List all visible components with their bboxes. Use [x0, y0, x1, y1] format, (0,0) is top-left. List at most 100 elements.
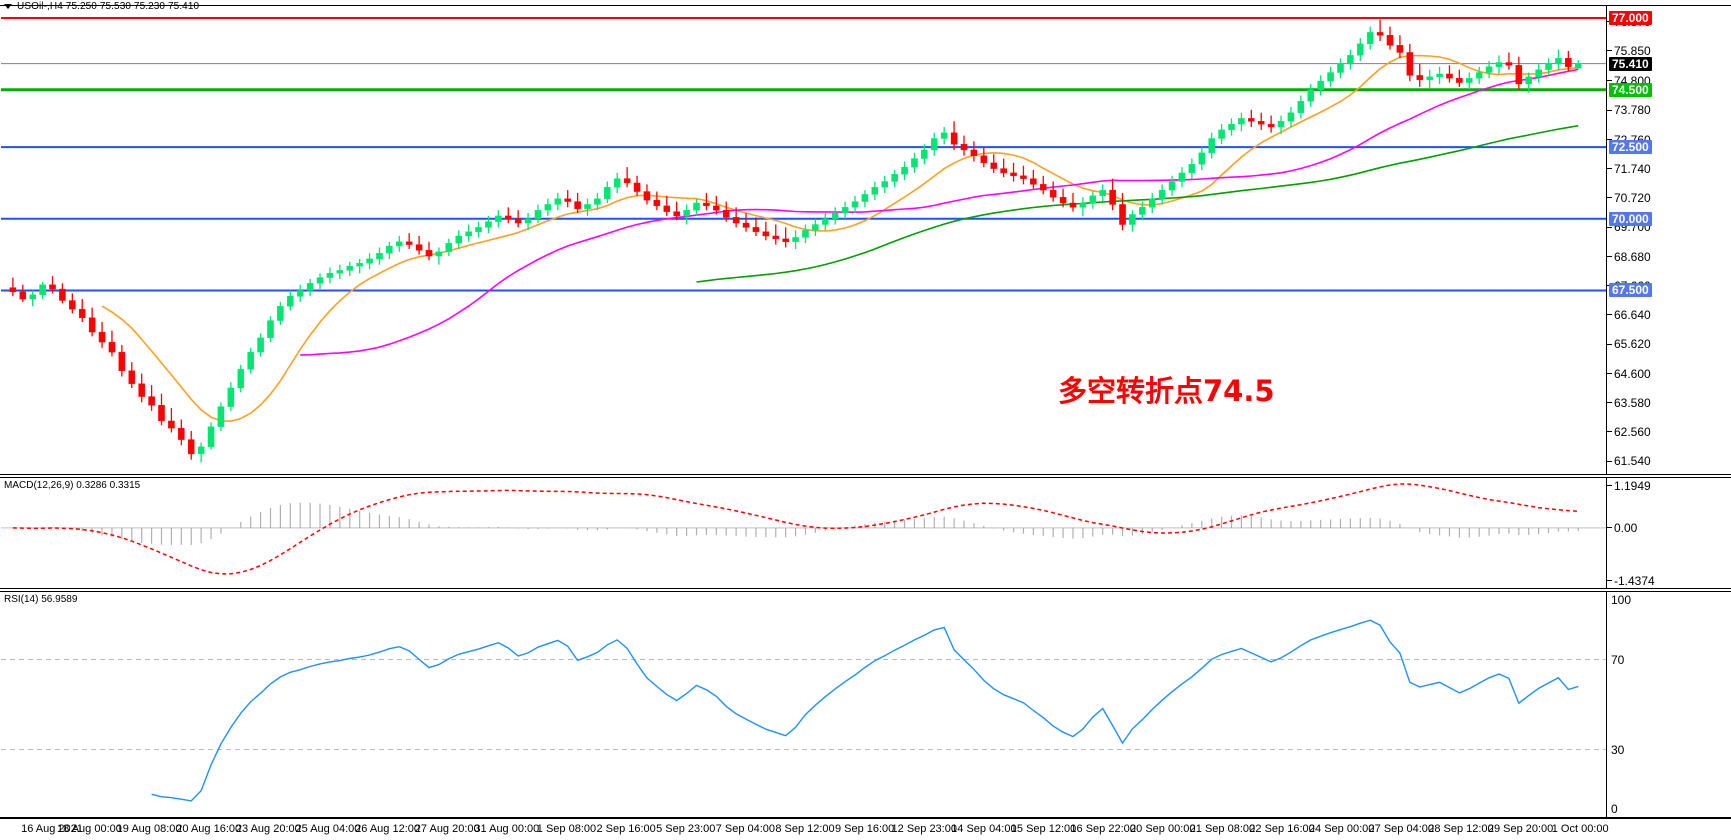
candle-body — [1475, 72, 1483, 79]
candle-body — [257, 337, 264, 353]
candle-body — [802, 230, 809, 238]
macd-title: MACD(12,26,9) 0.3286 0.3315 — [4, 480, 141, 491]
candle-body — [267, 320, 274, 338]
rsi-tick: 30 — [1611, 742, 1625, 757]
candle-body — [1545, 63, 1552, 70]
price-level-pill[interactable]: 72.500 — [1609, 140, 1652, 155]
candle-body — [287, 296, 294, 307]
time-axis-label: 15 Sep 12:00 — [1010, 823, 1077, 835]
candle-body — [98, 331, 106, 343]
candle-body — [584, 204, 591, 209]
candle-body — [554, 198, 562, 205]
candle-body — [29, 294, 36, 300]
candle-body — [564, 198, 571, 202]
candle-body — [346, 265, 354, 271]
price-plot-area[interactable] — [1, 6, 1606, 474]
candle-body — [1119, 204, 1126, 225]
moving-average-line-2 — [696, 124, 1579, 283]
candle-body — [485, 221, 492, 228]
candle-body — [851, 201, 859, 208]
candle-body — [1495, 62, 1503, 67]
candle-body — [1069, 202, 1077, 208]
candle-body — [1515, 65, 1523, 85]
candle-body — [49, 284, 56, 290]
time-axis[interactable]: 16 Aug 2021 18 Aug 00:00 19 Aug 08:00 20 Au… — [0, 818, 1731, 840]
price-tick: 64.600 — [1607, 366, 1651, 380]
candle-body — [1396, 45, 1404, 53]
candle-body — [118, 351, 126, 371]
candle-body — [940, 132, 948, 139]
price-level-pill[interactable]: 75.410 — [1609, 56, 1652, 71]
candle-body — [762, 231, 770, 237]
candle-body — [425, 250, 433, 257]
price-pane: 76.87075.85074.80073.78072.76071.74070.7… — [0, 5, 1731, 475]
candle-body — [1049, 189, 1057, 198]
candle-body — [316, 277, 324, 284]
rsi-axis-rail — [1606, 592, 1607, 817]
candle-body — [88, 317, 96, 333]
candle-body — [1238, 118, 1245, 125]
candle-body — [336, 270, 344, 274]
candle-body — [306, 283, 314, 291]
candle-body — [861, 194, 869, 202]
candle-body — [59, 288, 66, 301]
rsi-tick: 70 — [1611, 652, 1625, 667]
price-level-pill[interactable]: 74.500 — [1609, 82, 1652, 97]
price-level-pill[interactable]: 77.000 — [1609, 11, 1652, 26]
candle-body — [435, 251, 443, 257]
candle-body — [831, 212, 839, 219]
price-level-pill[interactable]: 70.000 — [1609, 211, 1652, 226]
candle-body — [1297, 101, 1305, 113]
time-axis-label: 1 Oct 00:00 — [1551, 823, 1609, 835]
candle-body — [1416, 75, 1424, 80]
candle-body — [1386, 35, 1394, 46]
candle-body — [1574, 63, 1582, 69]
candle-body — [792, 237, 799, 242]
macd-axis-rail — [1606, 478, 1607, 588]
candle-body — [514, 218, 522, 224]
candle-body — [1228, 123, 1235, 131]
candle-body — [78, 308, 86, 318]
candle-body — [1188, 164, 1196, 174]
candle-body — [693, 202, 700, 211]
price-tick: 73.780 — [1607, 102, 1651, 117]
price-level-pill[interactable]: 67.500 — [1609, 283, 1652, 298]
candle-body — [386, 245, 393, 254]
candle-body — [633, 182, 641, 192]
candle-body — [227, 387, 235, 407]
candle-body — [841, 207, 849, 214]
triangle-down-icon[interactable] — [4, 4, 12, 9]
candle-body — [1178, 172, 1186, 182]
time-axis-label: 12 Sep 23:00 — [891, 823, 957, 835]
candle-body — [732, 217, 740, 224]
candlestick-svg — [1, 17, 1606, 463]
candle-body — [1158, 189, 1166, 199]
candle-body — [722, 209, 730, 218]
candle-body — [39, 284, 46, 295]
rsi-plot-area[interactable] — [1, 592, 1606, 817]
macd-plot-area[interactable] — [1, 478, 1606, 588]
time-axis-label: 25 Aug 04:00 — [295, 823, 361, 835]
time-axis-label: 24 Sep 00:00 — [1308, 823, 1375, 835]
candle-body — [1248, 118, 1255, 122]
candle-body — [1337, 63, 1344, 73]
macd-tick: 0.00 — [1607, 520, 1637, 535]
candle-body — [1505, 62, 1513, 66]
candle-body — [623, 178, 631, 184]
macd-tick: 1.1949 — [1607, 478, 1651, 493]
candle-body — [1357, 43, 1364, 56]
candle-body — [901, 166, 908, 175]
time-axis-label: 7 Sep 04:00 — [715, 823, 776, 835]
candle-body — [247, 351, 254, 370]
candle-body — [495, 215, 502, 222]
candle-body — [445, 242, 453, 252]
moving-average-line-0 — [101, 54, 1579, 423]
moving-average-line-1 — [300, 68, 1579, 356]
candle-body — [911, 158, 918, 168]
candle-body — [356, 263, 363, 267]
macd-pane: MACD(12,26,9) 0.3286 0.3315 1.1949 0.00 -1… — [0, 477, 1731, 589]
price-tick: 63.580 — [1607, 395, 1651, 410]
candle-body — [1059, 197, 1067, 204]
time-axis-label: 29 Sep 20:00 — [1487, 823, 1554, 835]
